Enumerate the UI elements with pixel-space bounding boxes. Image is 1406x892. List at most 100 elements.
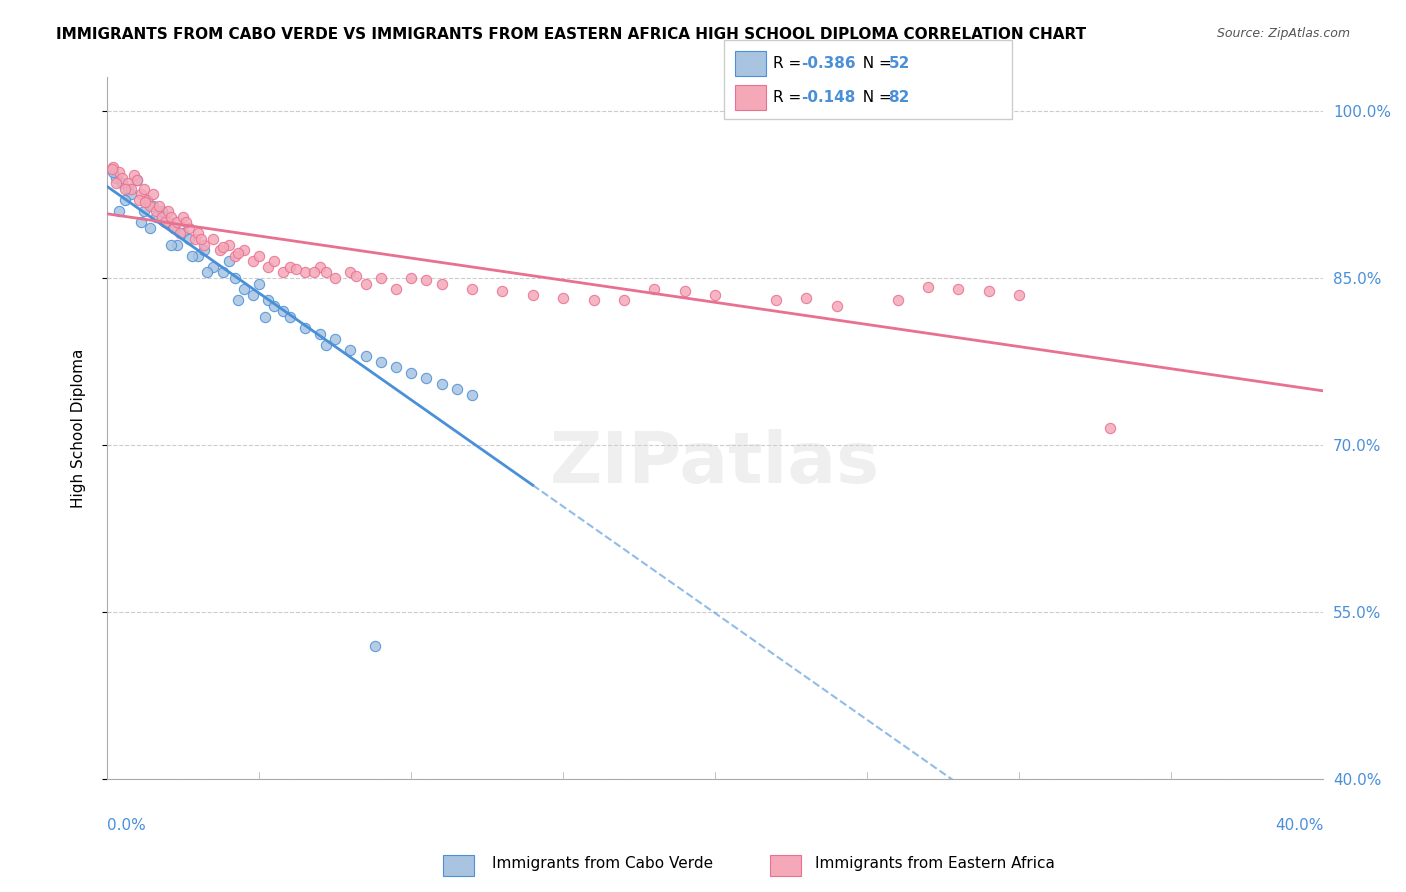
Point [134, 195, 156, 210]
Point [385, 360, 408, 375]
Point [145, 210, 167, 224]
Point [226, 246, 249, 260]
Point [128, 193, 150, 207]
Point [208, 243, 231, 257]
Point [247, 277, 270, 291]
Point [370, 271, 392, 285]
Point [273, 304, 295, 318]
Point [202, 260, 225, 274]
Point [108, 165, 131, 179]
Point [132, 204, 155, 219]
Point [315, 338, 337, 352]
Point [263, 299, 285, 313]
Point [257, 260, 280, 274]
Point [138, 220, 160, 235]
Point [100, 161, 122, 176]
Point [613, 293, 636, 308]
Point [278, 260, 301, 274]
Point [1099, 421, 1122, 435]
Point [172, 227, 194, 241]
Point [166, 237, 188, 252]
Point [163, 220, 186, 235]
Point [704, 287, 727, 301]
Point [339, 265, 361, 279]
Point [582, 293, 605, 308]
Point [284, 262, 307, 277]
Point [120, 187, 142, 202]
Text: 40.0%: 40.0% [1275, 818, 1323, 833]
Point [187, 249, 209, 263]
Point [114, 193, 136, 207]
Point [273, 265, 295, 279]
Point [163, 220, 186, 235]
Point [323, 332, 346, 346]
Point [193, 243, 215, 257]
Point [129, 187, 152, 202]
Point [1008, 287, 1031, 301]
Point [446, 382, 468, 396]
Point [430, 376, 453, 391]
Point [114, 182, 136, 196]
Point [294, 321, 316, 335]
Point [673, 285, 696, 299]
Point [461, 282, 484, 296]
Text: Immigrants from Eastern Africa: Immigrants from Eastern Africa [815, 856, 1056, 871]
Text: N =: N = [853, 56, 897, 70]
Text: ZIPatlas: ZIPatlas [550, 429, 880, 498]
Point [553, 291, 575, 305]
Point [224, 249, 246, 263]
Point [232, 282, 254, 296]
Point [399, 366, 422, 380]
Point [278, 310, 301, 324]
Point [142, 198, 165, 212]
Point [117, 176, 139, 190]
Point [124, 169, 146, 183]
Point [105, 176, 128, 190]
Point [169, 227, 191, 241]
Point [105, 170, 128, 185]
Point [135, 193, 157, 207]
Point [977, 285, 1000, 299]
Point [323, 271, 346, 285]
Point [224, 271, 246, 285]
Point [172, 210, 194, 224]
Y-axis label: High School Diploma: High School Diploma [72, 349, 86, 508]
Point [179, 220, 201, 235]
Point [135, 193, 157, 207]
Point [257, 293, 280, 308]
Point [193, 237, 215, 252]
Point [643, 282, 665, 296]
Point [160, 210, 183, 224]
Point [132, 182, 155, 196]
Point [202, 232, 225, 246]
Point [129, 215, 152, 229]
Point [232, 243, 254, 257]
Point [344, 268, 367, 283]
Point [247, 249, 270, 263]
Point [181, 249, 204, 263]
Point [218, 254, 240, 268]
Point [156, 204, 179, 219]
Point [254, 310, 277, 324]
Text: R =: R = [773, 90, 807, 104]
Point [211, 265, 233, 279]
Point [765, 293, 787, 308]
Point [120, 182, 142, 196]
Point [370, 354, 392, 368]
Point [339, 343, 361, 358]
Point [315, 265, 337, 279]
Point [145, 204, 167, 219]
Point [309, 260, 332, 274]
Point [886, 293, 908, 308]
Point [363, 639, 385, 653]
Point [309, 326, 332, 341]
Point [197, 265, 219, 279]
Point [242, 287, 264, 301]
Point [917, 280, 939, 294]
Point [218, 237, 240, 252]
Point [211, 240, 233, 254]
Point [190, 232, 212, 246]
Text: R =: R = [773, 56, 807, 70]
Point [415, 371, 437, 385]
Point [150, 204, 173, 219]
